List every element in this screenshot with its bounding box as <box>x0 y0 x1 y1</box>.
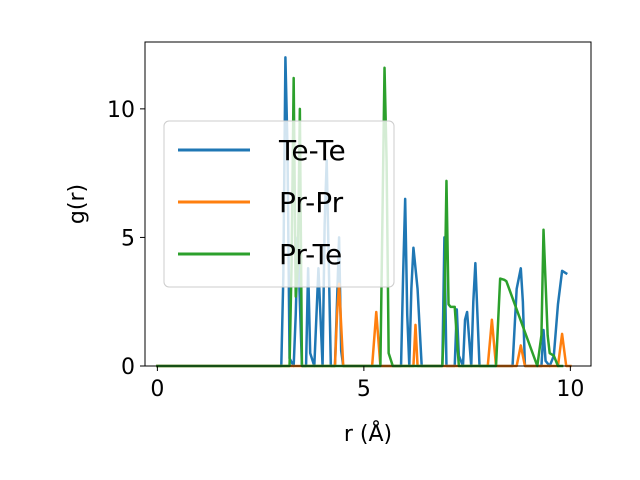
x-tick-label: 5 <box>357 377 371 402</box>
x-axis-label: r (Å) <box>344 420 392 447</box>
x-tick-label: 0 <box>150 377 164 402</box>
y-tick-label: 10 <box>107 98 135 123</box>
y-axis-ticks: 0 5 10 <box>107 98 145 380</box>
x-axis-ticks: 0 5 10 <box>150 366 584 402</box>
legend-label-te-te: Te-Te <box>278 134 346 167</box>
y-axis-label: g(r) <box>65 184 90 224</box>
y-tick-label: 5 <box>121 226 135 251</box>
legend: Te-Te Pr-Pr Pr-Te <box>163 120 395 288</box>
y-tick-label: 0 <box>121 355 135 380</box>
plot-frame <box>144 41 592 367</box>
legend-box <box>163 120 395 288</box>
x-tick-label: 10 <box>556 377 584 402</box>
legend-label-pr-pr: Pr-Pr <box>279 186 344 219</box>
legend-label-pr-te: Pr-Te <box>279 238 342 271</box>
